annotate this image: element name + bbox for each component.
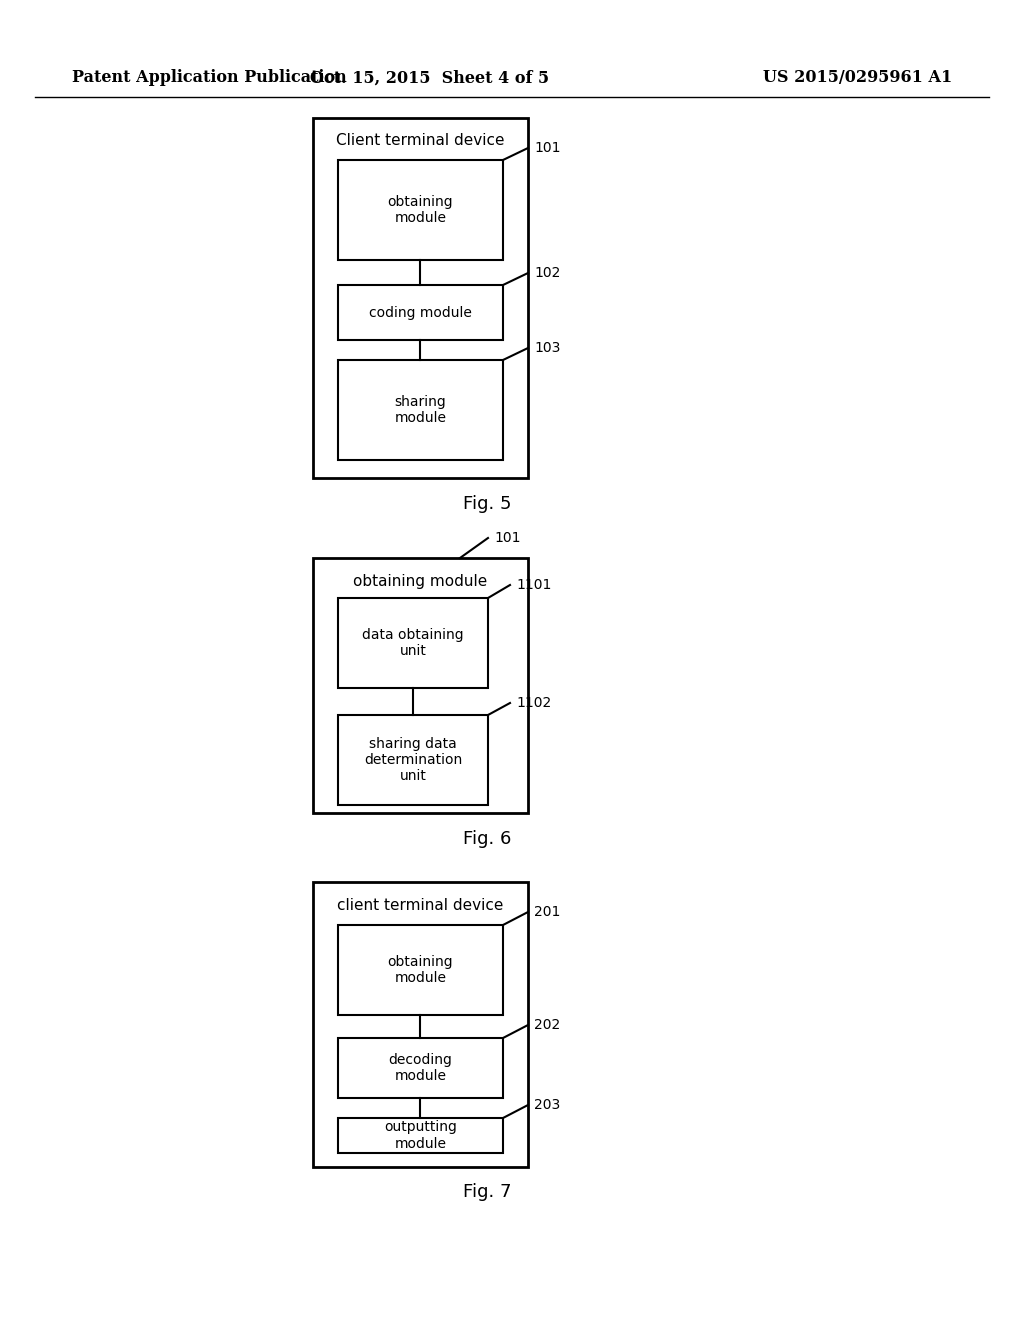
Text: 202: 202 bbox=[534, 1018, 560, 1032]
Text: Patent Application Publication: Patent Application Publication bbox=[72, 70, 347, 87]
Text: client terminal device: client terminal device bbox=[337, 898, 503, 913]
Text: 201: 201 bbox=[534, 906, 560, 919]
Text: US 2015/0295961 A1: US 2015/0295961 A1 bbox=[763, 70, 952, 87]
Text: Fig. 5: Fig. 5 bbox=[463, 495, 511, 513]
Text: Oct. 15, 2015  Sheet 4 of 5: Oct. 15, 2015 Sheet 4 of 5 bbox=[310, 70, 550, 87]
Text: Client terminal device: Client terminal device bbox=[336, 133, 504, 148]
Text: 103: 103 bbox=[534, 341, 560, 355]
Text: obtaining
module: obtaining module bbox=[388, 954, 454, 985]
Bar bbox=[338, 160, 503, 260]
Bar bbox=[313, 882, 528, 1167]
Text: 101: 101 bbox=[534, 141, 560, 154]
Bar bbox=[338, 1038, 503, 1098]
Bar bbox=[338, 715, 488, 805]
Text: coding module: coding module bbox=[369, 305, 472, 319]
Bar bbox=[313, 558, 528, 813]
Text: obtaining
module: obtaining module bbox=[388, 195, 454, 226]
Text: obtaining module: obtaining module bbox=[353, 574, 487, 589]
Text: sharing data
determination
unit: sharing data determination unit bbox=[364, 737, 462, 783]
Text: 203: 203 bbox=[534, 1098, 560, 1111]
Bar bbox=[338, 1118, 503, 1152]
Text: 1101: 1101 bbox=[516, 578, 551, 591]
Text: data obtaining
unit: data obtaining unit bbox=[362, 628, 464, 659]
Text: Fig. 6: Fig. 6 bbox=[463, 830, 511, 847]
Bar bbox=[338, 925, 503, 1015]
Text: decoding
module: decoding module bbox=[388, 1053, 453, 1084]
Text: Fig. 7: Fig. 7 bbox=[463, 1183, 511, 1201]
Bar bbox=[338, 285, 503, 341]
Text: outputting
module: outputting module bbox=[384, 1121, 457, 1151]
Bar bbox=[338, 360, 503, 459]
Text: 1102: 1102 bbox=[516, 696, 551, 710]
Bar bbox=[338, 598, 488, 688]
Text: 101: 101 bbox=[494, 531, 520, 545]
Bar bbox=[313, 117, 528, 478]
Text: 102: 102 bbox=[534, 267, 560, 280]
Text: sharing
module: sharing module bbox=[394, 395, 446, 425]
